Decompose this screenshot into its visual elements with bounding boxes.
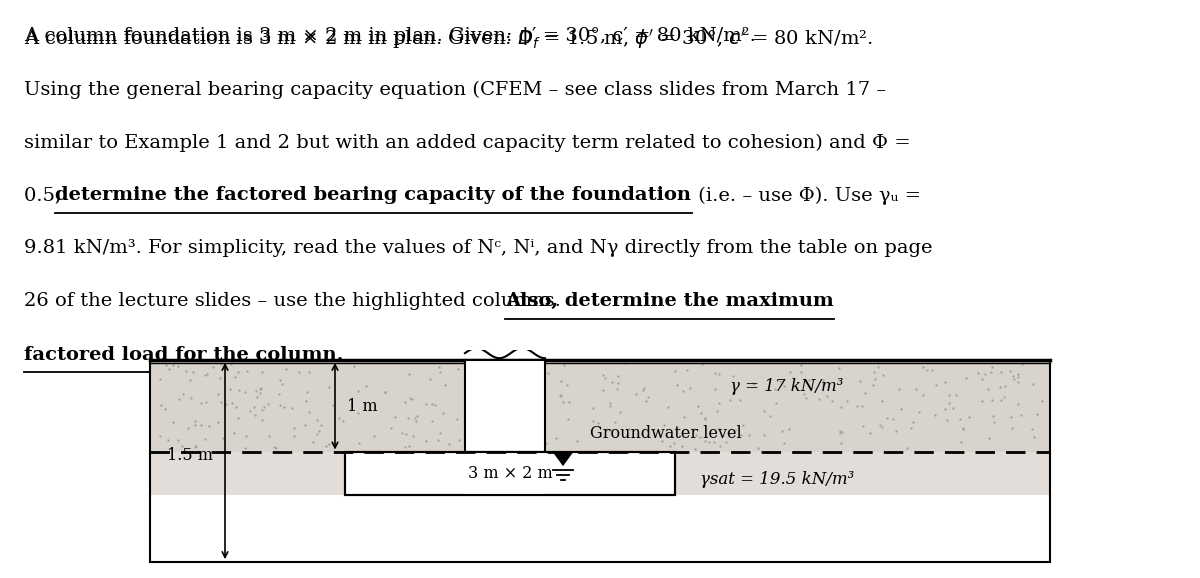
Polygon shape — [553, 453, 574, 466]
Text: determine the factored bearing capacity of the foundation: determine the factored bearing capacity … — [55, 186, 691, 205]
Text: (i.e. – use Φ). Use γᵤ =: (i.e. – use Φ). Use γᵤ = — [692, 186, 922, 205]
Bar — [150, 453, 1050, 495]
Text: Also, determine the maximum: Also, determine the maximum — [505, 292, 834, 310]
Text: Groundwater level: Groundwater level — [590, 425, 742, 442]
Bar — [466, 360, 545, 453]
Text: γsat = 19.5 kN/m³: γsat = 19.5 kN/m³ — [700, 471, 854, 488]
Bar — [466, 453, 545, 495]
Bar — [150, 360, 1050, 453]
Text: 3 m × 2 m: 3 m × 2 m — [468, 465, 552, 482]
Text: 9.81 kN/m³. For simplicity, read the values of Nᶜ, Nⁱ, and Nγ directly from the : 9.81 kN/m³. For simplicity, read the val… — [24, 239, 932, 257]
Text: γ = 17 kN/m³: γ = 17 kN/m³ — [730, 378, 844, 395]
Text: 26 of the lecture slides – use the highlighted columns.: 26 of the lecture slides – use the highl… — [24, 292, 574, 310]
Text: 0.5,: 0.5, — [24, 186, 67, 205]
Text: A column foundation is 3 m × 2 m in plan. Given: $D_f$ = 1.5 m, $\phi'$ = 30°, $: A column foundation is 3 m × 2 m in plan… — [24, 27, 872, 51]
Text: Using the general bearing capacity equation (CFEM – see class slides from March : Using the general bearing capacity equat… — [24, 80, 886, 99]
Text: 1 m: 1 m — [347, 398, 378, 414]
Bar — [346, 453, 674, 495]
Text: A column foundation is 3 m × 2 m in plan. Given: ϕ′ = 30°, c′ = 80 kN/m².: A column foundation is 3 m × 2 m in plan… — [24, 27, 756, 45]
Text: 1.5 m: 1.5 m — [167, 447, 214, 464]
Bar — [346, 453, 674, 495]
Text: similar to Example 1 and 2 but with an added capacity term related to cohesion) : similar to Example 1 and 2 but with an a… — [24, 134, 911, 151]
Text: factored load for the column.: factored load for the column. — [24, 346, 343, 364]
